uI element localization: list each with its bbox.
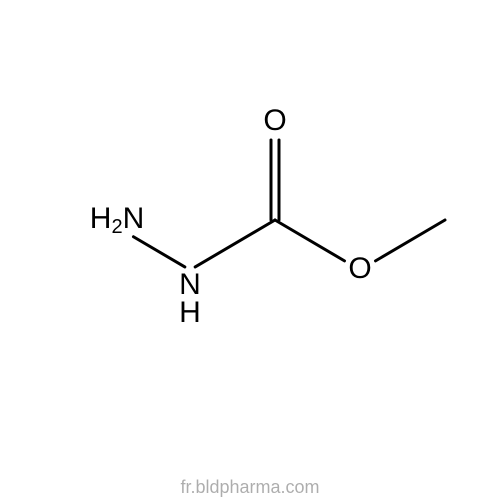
svg-text:O: O bbox=[263, 104, 286, 137]
svg-text:H2N: H2N bbox=[90, 202, 144, 238]
svg-text:O: O bbox=[348, 252, 371, 285]
molecule-diagram: H2NNHOO bbox=[0, 0, 500, 500]
svg-text:H: H bbox=[179, 296, 201, 329]
